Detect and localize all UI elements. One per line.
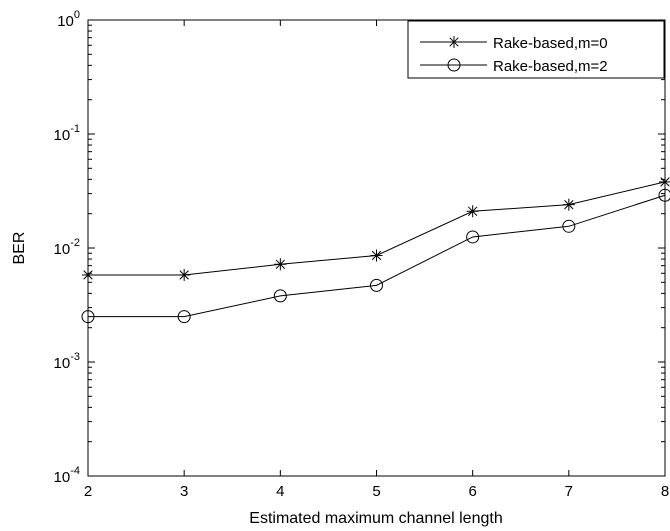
y-tick-label: 10-4 [54, 465, 80, 486]
x-tick-labels: 2 3 4 5 6 7 8 [84, 483, 669, 500]
data-point [82, 268, 94, 281]
y-tick-label: 10-2 [54, 237, 80, 258]
x-tick-label: 2 [84, 483, 92, 500]
data-point [466, 230, 480, 244]
series-group [81, 175, 670, 324]
legend-label: Rake-based,m=2 [493, 58, 608, 75]
data-point [273, 289, 287, 303]
asterisk-stroke [564, 199, 574, 210]
data-point [562, 219, 576, 233]
x-tick-label: 6 [468, 483, 476, 500]
x-tick-label: 5 [372, 483, 380, 500]
y-tick-label: 10-3 [54, 351, 80, 372]
asterisk-stroke [275, 259, 286, 269]
x-tick-label: 8 [661, 483, 669, 500]
legend: Rake-based,m=0 Rake-based,m=2 [407, 20, 665, 79]
data-point [466, 205, 479, 218]
x-tick-label: 3 [180, 483, 188, 500]
series-0 [82, 175, 670, 281]
asterisk-stroke [371, 250, 382, 261]
data-point [370, 249, 383, 262]
series-1 [81, 188, 670, 324]
plot-area [87, 19, 666, 477]
asterisk-stroke [467, 206, 478, 216]
data-point [81, 310, 95, 324]
asterisk-stroke [179, 270, 189, 280]
data-point [178, 268, 191, 281]
y-tick-label: 100 [57, 9, 80, 30]
y-tick-labels: 10-4 10-3 10-2 10-1 100 [54, 9, 80, 486]
legend-marker [448, 36, 460, 48]
x-tick-label: 7 [565, 483, 573, 500]
y-tick-label: 10-1 [54, 123, 80, 144]
data-point [177, 310, 191, 324]
data-point [370, 278, 383, 292]
series-line [88, 194, 666, 318]
x-tick-label: 4 [276, 483, 284, 500]
asterisk-stroke [660, 177, 670, 187]
legend-box [407, 20, 665, 79]
legend-marker [447, 58, 461, 72]
asterisk-stroke [83, 270, 93, 280]
x-axis-label: Estimated maximum channel length [249, 510, 502, 527]
data-point [659, 175, 670, 188]
data-point [658, 188, 670, 202]
data-point [274, 258, 287, 271]
legend-label: Rake-based,m=0 [493, 35, 608, 52]
asterisk-stroke [449, 37, 459, 47]
y-axis-label: BER [11, 232, 28, 265]
data-point [562, 198, 575, 211]
